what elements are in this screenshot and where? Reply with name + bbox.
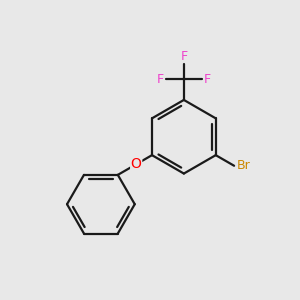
Text: F: F	[204, 73, 211, 86]
Text: Br: Br	[236, 159, 250, 172]
Text: O: O	[131, 157, 142, 171]
Text: F: F	[180, 50, 188, 63]
Text: F: F	[157, 73, 164, 86]
